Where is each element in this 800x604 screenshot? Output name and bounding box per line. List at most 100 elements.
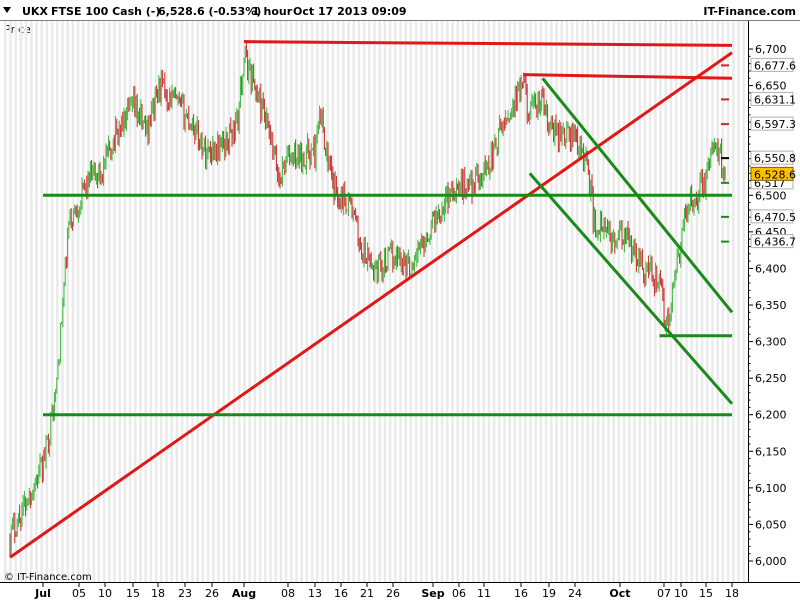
shade-column bbox=[201, 21, 205, 582]
shade-column bbox=[674, 21, 678, 582]
y-tick-label: 6,300 bbox=[755, 336, 787, 349]
shade-column bbox=[56, 21, 59, 582]
shade-column bbox=[113, 21, 116, 582]
y-tick-label: 6,150 bbox=[755, 445, 787, 458]
resistance-trendline bbox=[9, 51, 733, 559]
shade-column bbox=[248, 21, 251, 582]
shade-column bbox=[518, 21, 522, 582]
shade-column bbox=[586, 21, 589, 582]
shade-column bbox=[154, 21, 158, 582]
shade-column bbox=[685, 21, 688, 582]
x-tick-label: 26 bbox=[386, 587, 400, 600]
shade-column bbox=[170, 21, 173, 582]
shade-column bbox=[524, 21, 527, 582]
shade-column bbox=[383, 21, 387, 582]
shade-column bbox=[550, 21, 553, 582]
x-tick-label: 15 bbox=[126, 587, 140, 600]
shade-column bbox=[388, 21, 392, 582]
shade-column bbox=[305, 21, 309, 582]
tag-label: 6,631.1 bbox=[754, 93, 796, 106]
tag-label: 6,436.7 bbox=[754, 236, 796, 249]
datetime: Oct 17 2013 09:09 bbox=[293, 5, 407, 18]
tag-label: 6,597.3 bbox=[754, 118, 796, 131]
shade-column bbox=[50, 21, 54, 582]
shade-column bbox=[461, 21, 465, 582]
shade-column bbox=[414, 21, 418, 582]
shade-column bbox=[128, 21, 132, 582]
x-tick-label: 23 bbox=[178, 587, 192, 600]
shade-column bbox=[206, 21, 210, 582]
shade-column bbox=[134, 21, 137, 582]
shade-column bbox=[118, 21, 121, 582]
copyright: © IT-Finance.com bbox=[4, 572, 92, 583]
shade-column bbox=[87, 21, 90, 582]
shade-column bbox=[123, 21, 127, 582]
y-tick-label: 6,200 bbox=[755, 409, 787, 422]
x-tick-label: Sep bbox=[421, 587, 444, 600]
shade-column bbox=[607, 21, 610, 582]
resistance-trendline bbox=[243, 40, 733, 47]
shade-column bbox=[102, 21, 106, 582]
shade-column bbox=[420, 21, 423, 582]
shade-column bbox=[258, 21, 262, 582]
shade-column bbox=[92, 21, 95, 582]
x-tick-label: 07 bbox=[657, 587, 671, 600]
shade-column bbox=[108, 21, 111, 582]
shade-column bbox=[602, 21, 605, 582]
shade-column bbox=[279, 21, 283, 582]
shade-column bbox=[440, 21, 444, 582]
shade-column bbox=[633, 21, 636, 582]
shade-column bbox=[290, 21, 293, 582]
chevron-down-icon[interactable] bbox=[3, 7, 11, 13]
tag-label: 6,470.5 bbox=[754, 211, 796, 224]
shade-column bbox=[700, 21, 704, 582]
shade-column bbox=[331, 21, 335, 582]
y-tick-label: 6,350 bbox=[755, 299, 787, 312]
x-tick-label: 19 bbox=[542, 587, 556, 600]
shade-column bbox=[212, 21, 215, 582]
shade-column bbox=[456, 21, 459, 582]
shade-column bbox=[508, 21, 511, 582]
shade-column bbox=[742, 21, 745, 582]
tag-box bbox=[750, 116, 794, 131]
shade-column bbox=[175, 21, 179, 582]
y-tick-label: 6,700 bbox=[755, 43, 787, 56]
shade-column bbox=[726, 21, 730, 582]
shade-column bbox=[232, 21, 236, 582]
brand: IT-Finance.com bbox=[703, 5, 796, 18]
x-tick-label: Aug bbox=[232, 587, 256, 600]
shade-column bbox=[643, 21, 647, 582]
shade-column bbox=[711, 21, 714, 582]
shade-column bbox=[4, 21, 7, 582]
shade-column bbox=[612, 21, 615, 582]
shade-column bbox=[690, 21, 693, 582]
y-tick-label: 6,400 bbox=[755, 262, 787, 275]
shade-column bbox=[492, 21, 496, 582]
shade-column bbox=[180, 21, 184, 582]
shade-column bbox=[425, 21, 428, 582]
shade-column bbox=[238, 21, 241, 582]
shade-column bbox=[669, 21, 673, 582]
x-tick-label: 10 bbox=[674, 587, 688, 600]
shade-column bbox=[560, 21, 563, 582]
shade-column bbox=[227, 21, 231, 582]
shade-column bbox=[191, 21, 194, 582]
shade-column bbox=[513, 21, 517, 582]
x-tick-label: 16 bbox=[334, 587, 348, 600]
shade-column bbox=[399, 21, 402, 582]
shade-column bbox=[404, 21, 407, 582]
shade-column bbox=[716, 21, 719, 582]
tag-box bbox=[750, 57, 794, 72]
y-tick-label: 6,500 bbox=[755, 189, 787, 202]
shade-column bbox=[326, 21, 329, 582]
y-tick-label: 6,050 bbox=[755, 518, 787, 531]
current-price-label: 6,528.6 bbox=[754, 168, 796, 181]
shade-column bbox=[352, 21, 355, 582]
shade-column bbox=[24, 21, 28, 582]
y-tick-label: 6,100 bbox=[755, 482, 787, 495]
shade-column bbox=[76, 21, 80, 582]
shade-column bbox=[9, 21, 12, 582]
shade-column bbox=[149, 21, 153, 582]
